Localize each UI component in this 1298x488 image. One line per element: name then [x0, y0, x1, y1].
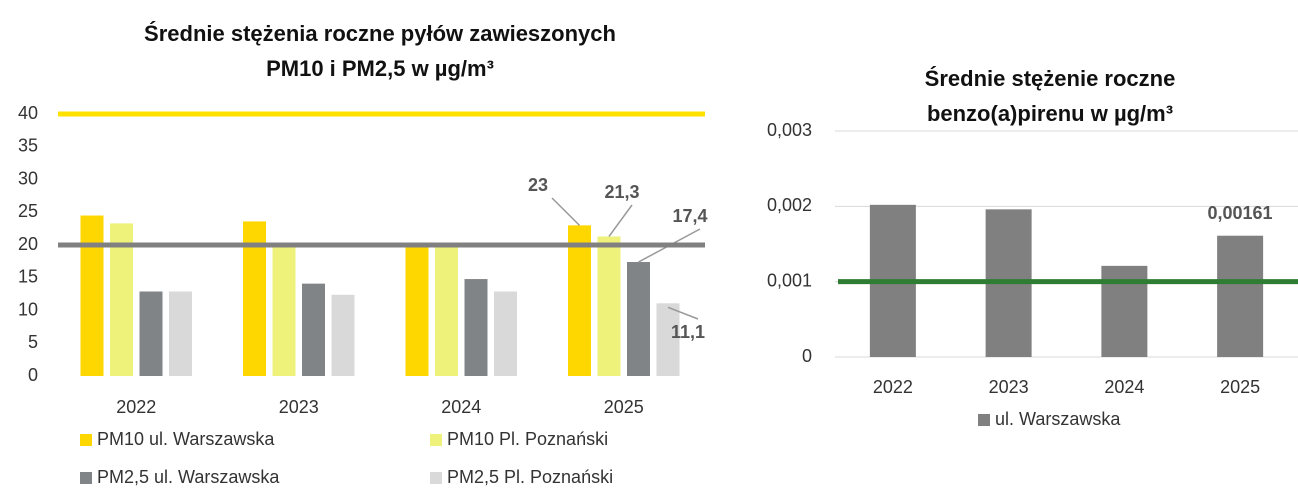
legend-label: PM2,5 Pl. Poznański	[447, 467, 613, 487]
legend-label: ul. Warszawska	[995, 409, 1121, 429]
chart-title: PM10 i PM2,5 w µg/m³	[266, 56, 494, 81]
bar	[464, 279, 488, 376]
y-tick-label: 20	[18, 234, 38, 254]
bar	[405, 245, 429, 376]
legend-label: PM2,5 ul. Warszawska	[97, 467, 280, 487]
y-tick-label: 25	[18, 201, 38, 221]
data-label: 17,4	[672, 206, 707, 226]
bar	[494, 291, 517, 376]
bar	[169, 291, 192, 376]
data-label: 23	[528, 175, 548, 195]
legend-swatch	[80, 472, 92, 484]
x-tick-label: 2025	[1220, 377, 1260, 397]
chart-title: Średnie stężenie roczne	[925, 66, 1176, 91]
data-label: 11,1	[671, 322, 705, 342]
y-tick-label: 0,001	[767, 270, 812, 290]
y-tick-label: 0,003	[767, 120, 812, 140]
data-label: 0,00161	[1207, 203, 1272, 223]
x-tick-label: 2023	[989, 377, 1029, 397]
x-tick-label: 2023	[279, 397, 319, 417]
chart-title: benzo(a)pirenu w µg/m³	[927, 101, 1173, 126]
bar	[1217, 235, 1264, 357]
bar	[331, 294, 355, 376]
legend-label: PM10 ul. Warszawska	[97, 429, 275, 449]
leader-line	[608, 204, 633, 237]
legend-swatch	[80, 434, 92, 446]
x-tick-label: 2024	[1104, 377, 1144, 397]
x-tick-label: 2024	[441, 397, 481, 417]
y-tick-label: 0	[802, 346, 812, 366]
bar	[110, 223, 133, 376]
bar	[272, 245, 296, 376]
bar	[627, 262, 650, 376]
y-tick-label: 40	[18, 103, 38, 123]
y-tick-label: 15	[18, 267, 38, 287]
legend-swatch	[430, 472, 442, 484]
y-tick-label: 0	[28, 365, 38, 385]
legend-swatch	[978, 414, 990, 426]
y-tick-label: 10	[18, 299, 38, 319]
chart-title: Średnie stężenia roczne pyłów zawieszony…	[144, 21, 616, 46]
bar	[80, 215, 104, 376]
x-tick-label: 2025	[604, 397, 644, 417]
data-label: 21,3	[604, 182, 639, 202]
bar	[302, 283, 325, 376]
legend-swatch	[430, 434, 442, 446]
legend-label: PM10 Pl. Poznański	[447, 429, 608, 449]
x-tick-label: 2022	[116, 397, 156, 417]
bar	[597, 236, 621, 376]
y-tick-label: 0,002	[767, 195, 812, 215]
bar	[656, 303, 680, 376]
bar	[568, 225, 591, 376]
bar	[139, 291, 163, 376]
x-tick-label: 2022	[873, 377, 913, 397]
bar	[243, 221, 266, 376]
leader-line	[667, 306, 699, 320]
y-tick-label: 30	[18, 168, 38, 188]
leader-line	[551, 197, 581, 226]
y-tick-label: 35	[18, 136, 38, 156]
bar	[435, 245, 458, 376]
y-tick-label: 5	[28, 332, 38, 352]
